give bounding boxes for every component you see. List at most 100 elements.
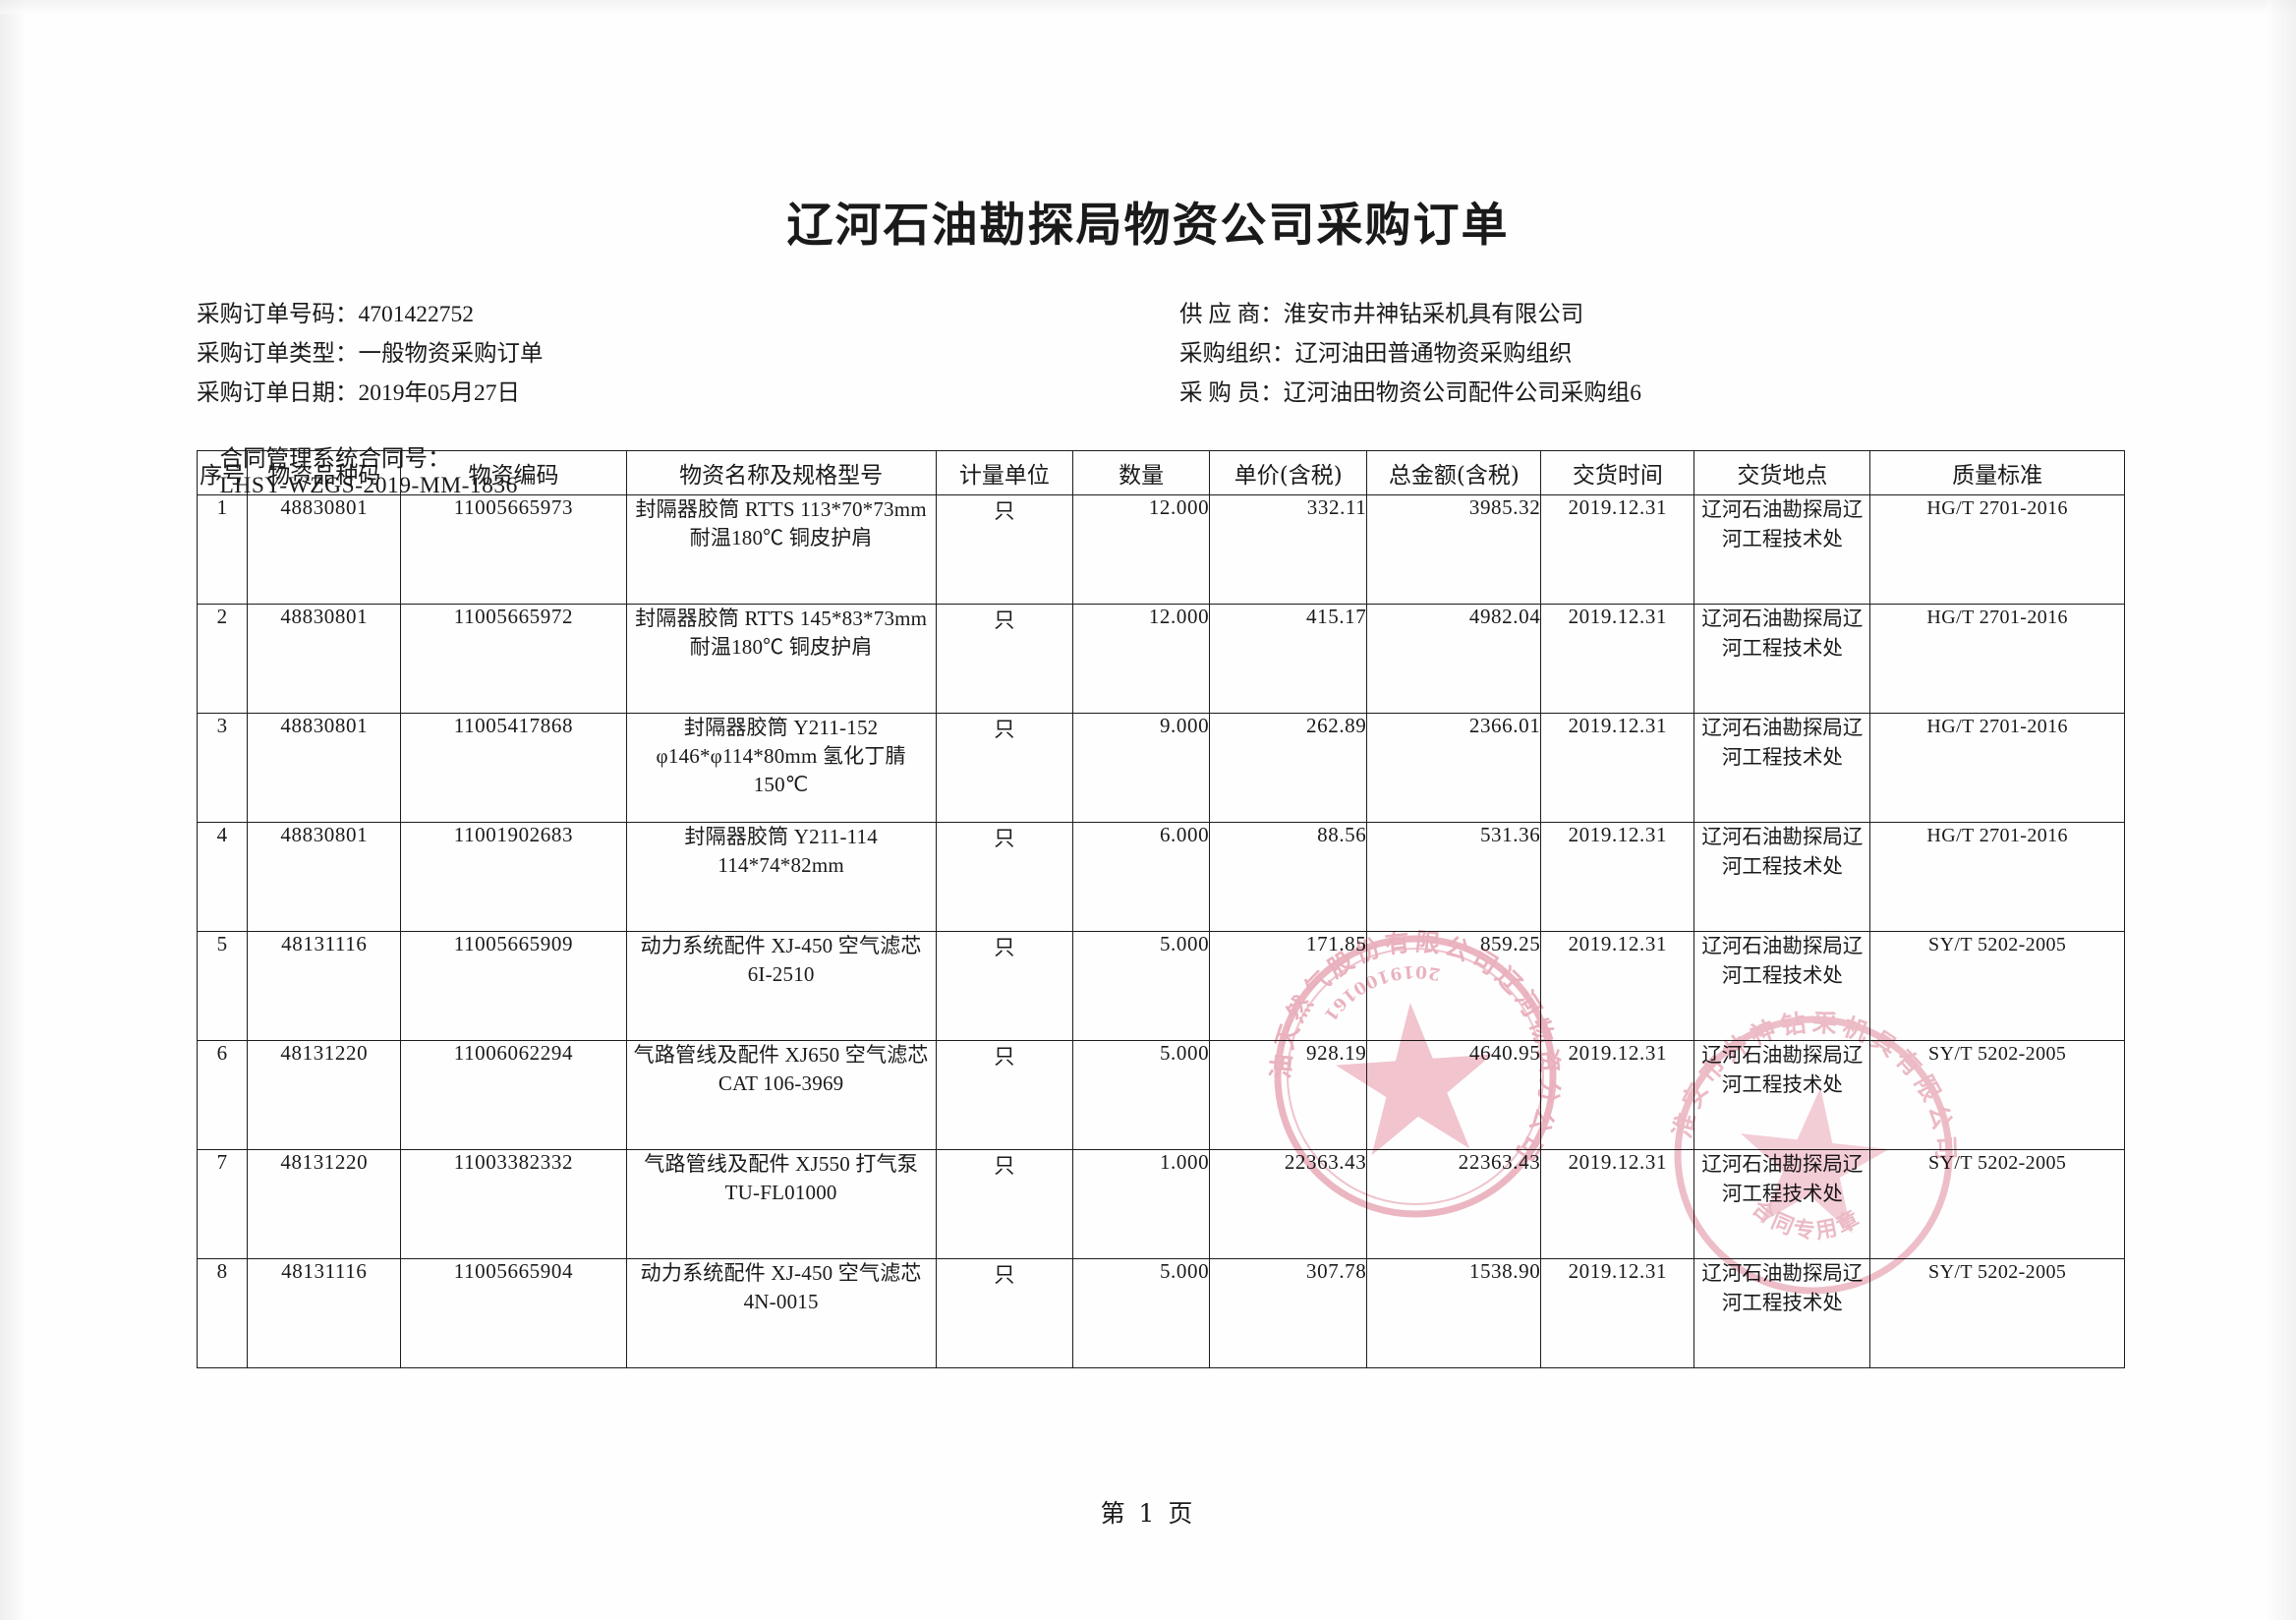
cell-unit-price: 928.19 [1209, 1040, 1368, 1150]
cell-delivery-place: 辽河石油勘探局辽 河工程技术处 [1693, 494, 1871, 605]
cell-unit: 只 [935, 931, 1073, 1041]
table-body: 1 48830801 11005665973 封隔器胶筒 RTTS 113*70*73… [196, 494, 2125, 1368]
cell-unit-price: 307.78 [1209, 1258, 1368, 1368]
column-header-kind-code: 物资品种码 [247, 450, 402, 495]
cell-delivery-place: 辽河石油勘探局辽 河工程技术处 [1693, 1040, 1871, 1150]
meta-purchaser: 采 购 员： 辽河油田物资公司配件公司采购组6 [1179, 374, 2123, 413]
cell-unit: 只 [935, 1258, 1073, 1368]
meta-label: 采 购 员： [1179, 380, 1284, 406]
column-header-unit: 计量单位 [935, 450, 1073, 495]
order-items-table: 序号 物资品种码 物资编码 物资名称及规格型号 计量单位 数量 单价(含税) 总… [196, 450, 2125, 1368]
cell-delivery-date: 2019.12.31 [1540, 931, 1695, 1041]
cell-delivery-date: 2019.12.31 [1540, 822, 1695, 932]
cell-quantity: 9.000 [1071, 713, 1211, 823]
cell-quality-standard: SY/T 5202-2005 [1869, 1258, 2125, 1368]
column-header-delivery-date: 交货时间 [1540, 450, 1695, 495]
cell-total-amount: 3985.32 [1366, 494, 1542, 605]
cell-index: 6 [196, 1040, 249, 1150]
cell-unit-price: 171.85 [1209, 931, 1368, 1041]
cell-material-code: 11005665909 [400, 931, 627, 1041]
cell-unit-price: 22363.43 [1209, 1149, 1368, 1259]
meta-row: 采购订单类型： 一般物资采购订单 采购组织： 辽河油田普通物资采购组织 [197, 334, 2123, 374]
cell-material-code: 11005665904 [400, 1258, 627, 1368]
cell-delivery-place: 辽河石油勘探局辽 河工程技术处 [1693, 713, 1871, 823]
meta-label: 采购组织： [1179, 341, 1295, 367]
cell-index: 3 [196, 713, 249, 823]
cell-delivery-date: 2019.12.31 [1540, 1258, 1695, 1368]
cell-unit-price: 262.89 [1209, 713, 1368, 823]
cell-index: 1 [196, 494, 249, 605]
column-header-name-spec: 物资名称及规格型号 [625, 450, 937, 495]
cell-quantity: 6.000 [1071, 822, 1211, 932]
cell-material-code: 11006062294 [400, 1040, 627, 1150]
cell-quality-standard: HG/T 2701-2016 [1869, 713, 2125, 823]
meta-order-date: 采购订单日期： 2019年05月27日 [197, 374, 1179, 413]
cell-total-amount: 4640.95 [1366, 1040, 1542, 1150]
cell-quality-standard: SY/T 5202-2005 [1869, 931, 2125, 1041]
table-row: 1 48830801 11005665973 封隔器胶筒 RTTS 113*70*73… [196, 494, 2125, 605]
cell-quality-standard: HG/T 2701-2016 [1869, 604, 2125, 714]
cell-delivery-place: 辽河石油勘探局辽 河工程技术处 [1693, 1149, 1871, 1259]
cell-quality-standard: HG/T 2701-2016 [1869, 494, 2125, 605]
table-row: 3 48830801 11005417868 封隔器胶筒 Y211-152 φ146*φ… [196, 713, 2125, 823]
meta-supplier: 供 应 商： 淮安市井神钻采机具有限公司 [1179, 295, 2123, 334]
table-row: 4 48830801 11001902683 封隔器胶筒 Y211-114 114*74… [196, 822, 2125, 932]
cell-name-spec: 封隔器胶筒 RTTS 145*83*73mm 耐温180℃ 铜皮护肩 [625, 604, 937, 714]
cell-unit-price: 88.56 [1209, 822, 1368, 932]
scan-edge-left [0, 0, 26, 1620]
cell-name-spec: 气路管线及配件 XJ650 空气滤芯 CAT 106-3969 [625, 1040, 937, 1150]
cell-unit: 只 [935, 1149, 1073, 1259]
cell-delivery-date: 2019.12.31 [1540, 494, 1695, 605]
table-row: 6 48131220 11006062294 气路管线及配件 XJ650 空气滤芯 CA… [196, 1040, 2125, 1150]
cell-delivery-date: 2019.12.31 [1540, 1040, 1695, 1150]
table-header-row: 序号 物资品种码 物资编码 物资名称及规格型号 计量单位 数量 单价(含税) 总… [196, 450, 2125, 495]
table-row: 7 48131220 11003382332 气路管线及配件 XJ550 打气泵 TU-… [196, 1149, 2125, 1259]
cell-total-amount: 4982.04 [1366, 604, 1542, 714]
cell-name-spec: 封隔器胶筒 RTTS 113*70*73mm 耐温180℃ 铜皮护肩 [625, 494, 937, 605]
column-header-delivery-place: 交货地点 [1693, 450, 1871, 495]
meta-label: 采购订单类型： [197, 341, 359, 367]
meta-order-number: 采购订单号码： 4701422752 [197, 295, 1179, 334]
cell-kind-code: 48830801 [247, 604, 402, 714]
meta-value: 一般物资采购订单 [358, 341, 544, 367]
cell-quantity: 12.000 [1071, 494, 1211, 605]
cell-kind-code: 48131116 [247, 1258, 402, 1368]
column-header-material-code: 物资编码 [400, 450, 627, 495]
scan-edge-top [0, 0, 2296, 14]
cell-delivery-date: 2019.12.31 [1540, 604, 1695, 714]
meta-row: 采购订单号码： 4701422752 供 应 商： 淮安市井神钻采机具有限公司 [197, 295, 2123, 334]
cell-name-spec: 封隔器胶筒 Y211-114 114*74*82mm [625, 822, 937, 932]
cell-quality-standard: SY/T 5202-2005 [1869, 1040, 2125, 1150]
cell-unit: 只 [935, 822, 1073, 932]
cell-quantity: 1.000 [1071, 1149, 1211, 1259]
meta-label: 采购订单日期： [197, 380, 359, 406]
cell-delivery-place: 辽河石油勘探局辽 河工程技术处 [1693, 1258, 1871, 1368]
order-meta-block: 采购订单号码： 4701422752 供 应 商： 淮安市井神钻采机具有限公司 … [197, 295, 2123, 413]
meta-purchasing-org: 采购组织： 辽河油田普通物资采购组织 [1179, 334, 2123, 374]
cell-kind-code: 48830801 [247, 494, 402, 605]
cell-delivery-place: 辽河石油勘探局辽 河工程技术处 [1693, 604, 1871, 714]
cell-material-code: 11001902683 [400, 822, 627, 932]
cell-total-amount: 2366.01 [1366, 713, 1542, 823]
meta-value: 辽河油田物资公司配件公司采购组6 [1283, 380, 1641, 406]
cell-name-spec: 动力系统配件 XJ-450 空气滤芯 6I-2510 [625, 931, 937, 1041]
cell-material-code: 11005665972 [400, 604, 627, 714]
cell-kind-code: 48131220 [247, 1149, 402, 1259]
cell-index: 5 [196, 931, 249, 1041]
cell-quality-standard: SY/T 5202-2005 [1869, 1149, 2125, 1259]
cell-index: 7 [196, 1149, 249, 1259]
cell-quantity: 12.000 [1071, 604, 1211, 714]
cell-material-code: 11005417868 [400, 713, 627, 823]
cell-unit-price: 415.17 [1209, 604, 1368, 714]
column-header-total-amount: 总金额(含税) [1366, 450, 1542, 495]
cell-name-spec: 封隔器胶筒 Y211-152 φ146*φ114*80mm 氢化丁腈 150℃ [625, 713, 937, 823]
cell-unit: 只 [935, 604, 1073, 714]
column-header-quality-std: 质量标准 [1869, 450, 2125, 495]
cell-index: 4 [196, 822, 249, 932]
page-title: 辽河石油勘探局物资公司采购订单 [786, 199, 1510, 253]
cell-index: 8 [196, 1258, 249, 1368]
column-header-index: 序号 [196, 450, 249, 495]
cell-quality-standard: HG/T 2701-2016 [1869, 822, 2125, 932]
meta-value: 2019年05月27日 [358, 380, 521, 406]
